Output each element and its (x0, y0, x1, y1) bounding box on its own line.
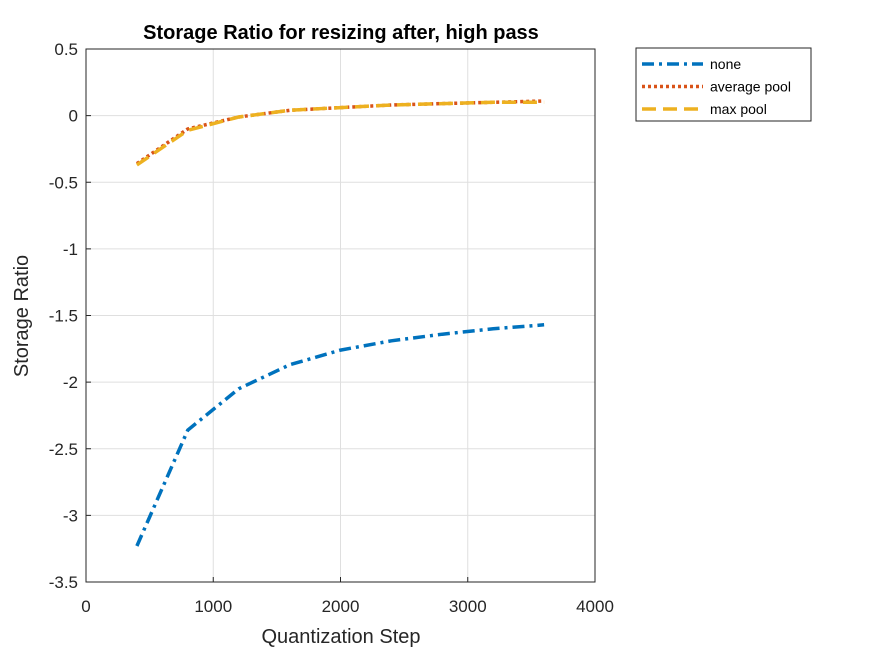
y-tick-label: -3 (63, 506, 78, 525)
y-tick-label: -3.5 (49, 573, 78, 592)
legend-label: max pool (710, 101, 767, 117)
legend: none average pool max pool (635, 47, 812, 122)
y-tick-label: -2 (63, 373, 78, 392)
chart-title: Storage Ratio for resizing after, high p… (143, 22, 539, 44)
x-tick-label: 4000 (576, 597, 614, 616)
axis-ticks: 0 1000 2000 3000 4000 0.5 0 -0.5 -1 -1.5 -2 -2.5 -3 -… (49, 40, 614, 616)
x-tick-label: 1000 (194, 597, 232, 616)
y-tick-label: -1 (63, 240, 78, 259)
legend-label: average pool (710, 79, 791, 95)
y-tick-label: 0 (69, 107, 78, 126)
y-axis-title: Storage Ratio (11, 255, 33, 377)
x-tick-label: 0 (81, 597, 90, 616)
y-tick-label: 0.5 (54, 40, 78, 59)
x-axis-title: Quantization Step (262, 626, 421, 648)
x-tick-label: 3000 (449, 597, 487, 616)
series-line-none (135, 323, 545, 547)
x-tick-label: 2000 (322, 597, 360, 616)
series-line-max-pool (135, 100, 545, 167)
legend-label: none (710, 56, 741, 72)
y-tick-label: -0.5 (49, 173, 78, 192)
y-tick-label: -1.5 (49, 307, 78, 326)
plot-lines (135, 99, 545, 547)
y-tick-label: -2.5 (49, 440, 78, 459)
